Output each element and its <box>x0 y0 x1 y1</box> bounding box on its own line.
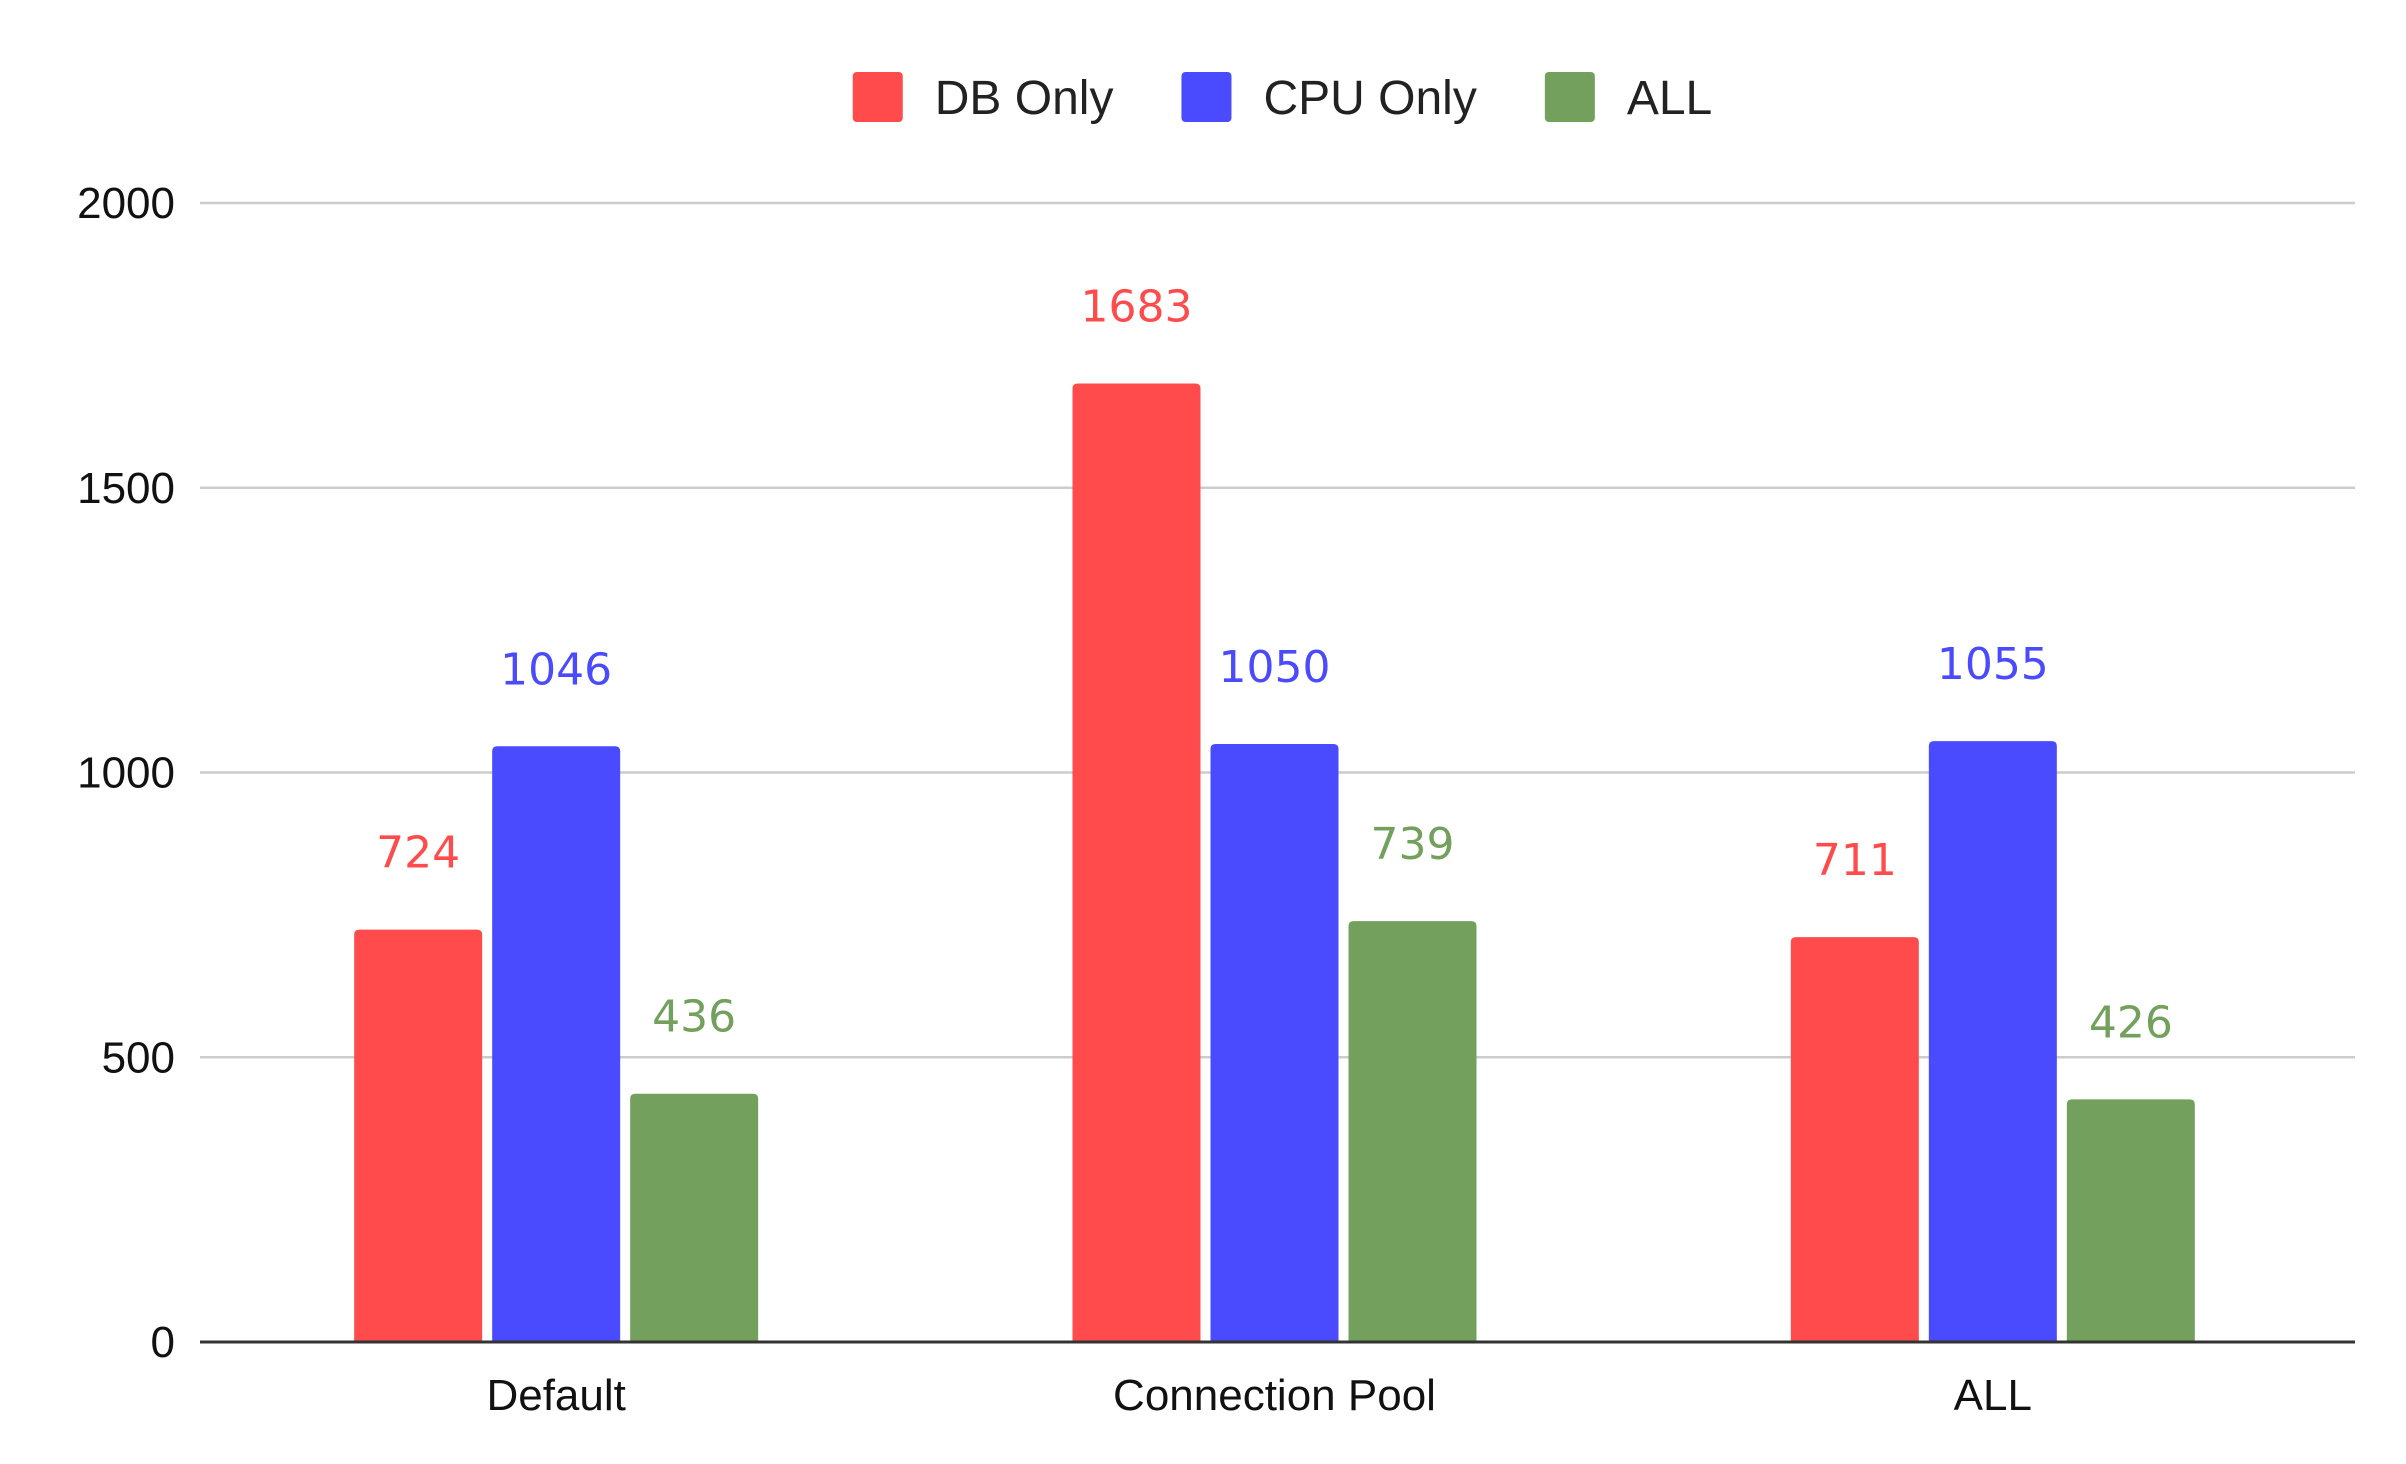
legend-item: CPU Only <box>1181 72 1477 125</box>
legend: DB Only CPU Only ALL <box>852 72 1712 125</box>
legend-swatch <box>1544 72 1595 122</box>
legend-swatch <box>852 72 903 122</box>
data-label: 1046 <box>500 644 612 695</box>
data-label: 711 <box>1813 835 1897 886</box>
x-tick-label: Connection Pool <box>1113 1371 1436 1420</box>
bar-db-only <box>1790 937 1919 1342</box>
bar-all <box>2066 1099 2195 1342</box>
y-tick-label: 500 <box>102 1033 175 1082</box>
bar-all <box>630 1093 759 1342</box>
data-label: 739 <box>1371 819 1455 870</box>
y-tick-label: 0 <box>151 1318 175 1367</box>
data-labels: 724 1046 436 1683 1050 739 711 1055 426 <box>376 282 2173 1049</box>
legend-label: ALL <box>1627 72 1712 125</box>
x-tick-label: Default <box>486 1371 625 1420</box>
data-label: 1055 <box>1937 639 2049 690</box>
bars <box>354 383 2195 1342</box>
data-label: 436 <box>652 992 736 1043</box>
bar-cpu-only <box>1928 741 2057 1342</box>
data-label: 1050 <box>1219 642 1331 693</box>
data-label: 1683 <box>1081 282 1193 333</box>
y-tick-label: 1500 <box>77 464 175 513</box>
legend-item: ALL <box>1544 72 1712 125</box>
legend-swatch <box>1181 72 1232 122</box>
data-label: 724 <box>376 828 460 879</box>
bar-cpu-only <box>1210 744 1339 1342</box>
legend-label: CPU Only <box>1263 72 1476 125</box>
bar-all <box>1348 921 1477 1342</box>
x-axis-tick-labels: Default Connection Pool ALL <box>486 1371 2032 1420</box>
y-tick-label: 1000 <box>77 749 175 798</box>
bar-db-only <box>354 929 483 1342</box>
y-tick-label: 2000 <box>77 179 175 228</box>
x-tick-label: ALL <box>1954 1371 2032 1420</box>
y-axis-tick-labels: 0 500 1000 1500 2000 <box>77 179 175 1367</box>
legend-item: DB Only <box>852 72 1114 125</box>
bar-db-only <box>1072 383 1201 1342</box>
legend-label: DB Only <box>935 72 1114 125</box>
bar-cpu-only <box>492 746 621 1342</box>
data-label: 426 <box>2089 997 2173 1048</box>
